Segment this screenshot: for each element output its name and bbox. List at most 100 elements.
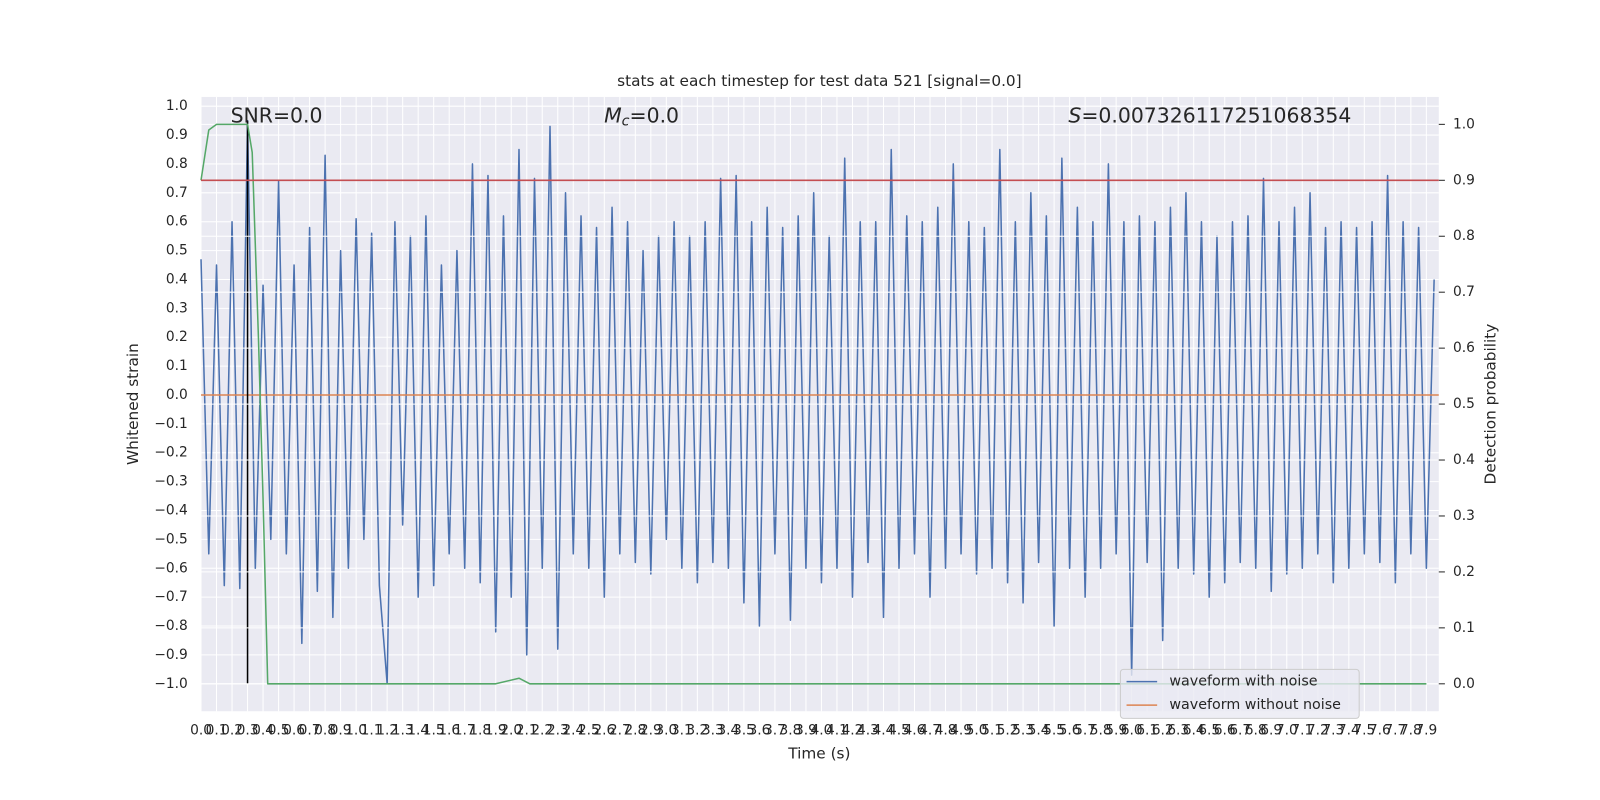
x-tick-label: 5.5 [1043,723,1065,739]
y2-tick-label: 0.6 [1453,340,1475,356]
y-tick-label: 0.6 [166,214,188,230]
x-tick-label: 0.9 [330,723,352,739]
x-tick-label: 3.7 [764,723,786,739]
x-tick-label: 4.9 [950,723,972,739]
x-tick-label: 1.9 [485,723,507,739]
x-tick-label: 0.6 [283,723,305,739]
y2-tick-label: 0.8 [1453,228,1475,244]
y-tick-label: 0.9 [166,127,188,143]
y2-tick-label: 0.3 [1453,508,1475,524]
x-tick-label: 7.1 [1291,723,1313,739]
x-tick-label: 4.0 [810,723,832,739]
x-tick-label: 1.1 [361,723,383,739]
series-line [200,123,1427,685]
x-tick-label: 4.7 [919,723,941,739]
y-tick-label: 0.2 [166,329,188,345]
x-tick-label: 5.2 [997,723,1019,739]
series-line [200,119,1435,685]
y-tick-label: 0.7 [166,185,188,201]
x-tick-label: 2.6 [593,723,615,739]
x-tick-label: 0.2 [221,723,243,739]
y-tick-label: 0.5 [166,243,188,259]
x-tick-label: 3.4 [717,723,739,739]
y2-tick-label: 0.4 [1453,452,1475,468]
x-tick-label: 3.6 [748,723,770,739]
x-tick-label: 3.3 [702,723,724,739]
x-tick-label: 7.0 [1276,723,1298,739]
annotation-text: SNR=0.0 [231,103,323,127]
annotation: SNR=0.0 [231,103,323,127]
x-tick-label: 6.3 [1167,723,1189,739]
y-tick-label: 0.3 [166,300,188,316]
x-tick-label: 3.5 [733,723,755,739]
x-tick-label: 5.3 [1012,723,1034,739]
x-tick-label: 0.8 [314,723,336,739]
x-tick-label: 2.3 [547,723,569,739]
x-tick-label: 2.2 [531,723,553,739]
x-tick-label: 4.2 [842,723,864,739]
y2-tick-label: 0.7 [1453,284,1475,300]
x-tick-label: 4.8 [935,723,957,739]
x-tick-label: 7.8 [1400,723,1422,739]
x-tick-label: 0.1 [206,723,228,739]
x-tick-label: 5.1 [981,723,1003,739]
x-tick-label: 4.4 [873,723,895,739]
x-tick-label: 6.2 [1152,723,1174,739]
legend-label: waveform without noise [1169,697,1341,713]
x-tick-label: 7.5 [1353,723,1375,739]
x-tick-label: 0.4 [252,723,274,739]
x-tick-label: 6.5 [1198,723,1220,739]
y-tick-label: −0.6 [154,560,187,576]
x-tick-label: 5.4 [1028,723,1050,739]
x-tick-label: 1.7 [454,723,476,739]
x-tick-label: 6.9 [1260,723,1282,739]
x-tick-label: 2.4 [562,723,584,739]
x-tick-label: 2.0 [500,723,522,739]
x-tick-label: 4.3 [857,723,879,739]
x-tick-label: 1.2 [376,723,398,739]
x-tick-label: 3.9 [795,723,817,739]
y2-axis-label: Detection probability [1481,324,1499,485]
y-tick-label: −0.1 [154,416,187,432]
legend-box [1119,668,1360,719]
x-tick-label: 2.5 [578,723,600,739]
y-tick-label: 0.0 [166,387,188,403]
x-tick-label: 6.4 [1183,723,1205,739]
y2-tick-label: 0.2 [1453,564,1475,580]
x-tick-label: 1.8 [469,723,491,739]
y2-tick-label: 0.0 [1453,676,1475,692]
y-tick-label: 0.1 [166,358,188,374]
y-tick-label: −1.0 [154,676,187,692]
x-tick-label: 5.8 [1090,723,1112,739]
y-tick-label: 1.0 [166,98,188,114]
annotation-symbol: M [604,103,622,127]
x-tick-label: 5.9 [1105,723,1127,739]
annotation-text: =0.007326117251068354 [1081,103,1351,127]
x-tick-label: 1.4 [407,723,429,739]
chart-title: stats at each timestep for test data 521… [617,72,1022,90]
x-tick-label: 1.3 [392,723,414,739]
x-tick-label: 7.4 [1338,723,1360,739]
x-tick-label: 2.7 [609,723,631,739]
y-tick-label: −0.5 [154,531,187,547]
annotation: S=0.007326117251068354 [1068,103,1351,127]
x-tick-label: 1.6 [438,723,460,739]
x-tick-label: 6.8 [1245,723,1267,739]
y2-tick-label: 0.1 [1453,620,1475,636]
x-tick-label: 0.3 [237,723,259,739]
annotation-subscript: c [622,113,630,129]
x-tick-label: 5.7 [1074,723,1096,739]
x-tick-label: 3.1 [671,723,693,739]
x-tick-label: 0.5 [268,723,290,739]
x-tick-label: 6.7 [1229,723,1251,739]
x-tick-label: 5.6 [1059,723,1081,739]
x-tick-label: 4.1 [826,723,848,739]
x-tick-label: 0.0 [190,723,212,739]
y-tick-label: 0.8 [166,156,188,172]
y-tick-label: −0.9 [154,647,187,663]
annotation-text: =0.0 [630,103,680,127]
x-tick-label: 7.7 [1384,723,1406,739]
y2-tick-label: 0.5 [1453,396,1475,412]
